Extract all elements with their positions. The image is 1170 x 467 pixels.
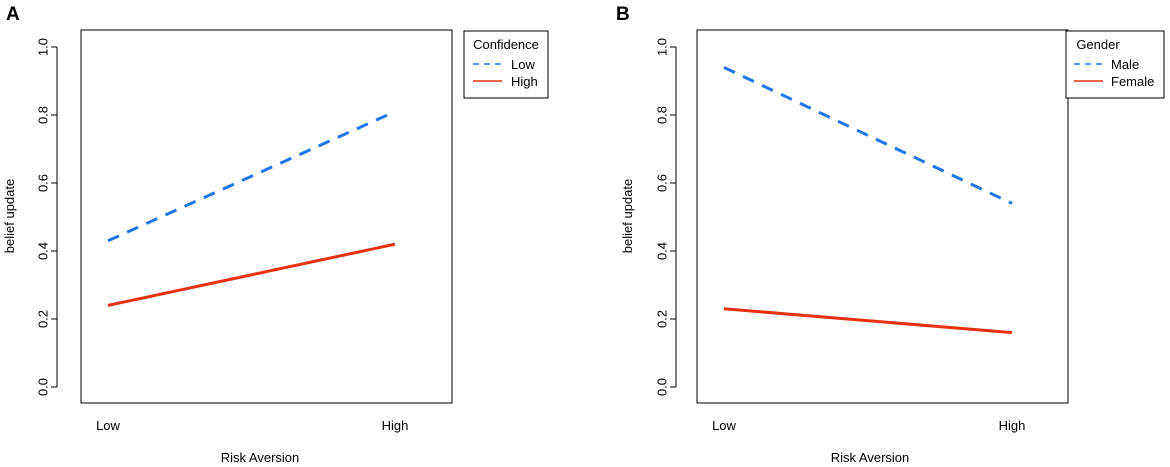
legend-box [1065, 30, 1165, 99]
x-axis: Low High [712, 418, 1025, 433]
y-tick-label: 1.0 [654, 38, 669, 56]
y-axis-title: belief update [620, 179, 635, 253]
y-axis: 0.0 0.2 0.4 0.6 0.8 1.0 [35, 38, 58, 396]
y-tick-label: 0.2 [654, 310, 669, 328]
legend-label-male: Male [1111, 57, 1139, 72]
panel-b: B 0.0 0.2 0.4 0.6 0.8 1.0 Low High Risk Aversi… [616, 4, 1165, 465]
y-tick-label: 0.4 [35, 242, 50, 260]
legend: Gender Male Female [1065, 30, 1165, 99]
y-tick-label: 0.0 [35, 378, 50, 396]
series-line-female [723, 307, 1013, 335]
plot-frame [696, 29, 1069, 404]
y-tick-label: 0.6 [654, 174, 669, 192]
x-tick-label: High [382, 418, 409, 433]
y-tick-label: 1.0 [35, 38, 50, 56]
y-tick-label: 0.2 [35, 310, 50, 328]
y-tick-label: 0.8 [654, 106, 669, 124]
series-group [107, 110, 396, 307]
legend-label-female: Female [1111, 74, 1154, 89]
panel-letter: A [6, 4, 20, 25]
y-tick-label: 0.6 [35, 174, 50, 192]
y-tick-label: 0.4 [654, 242, 669, 260]
legend-title: Confidence [473, 37, 539, 52]
x-tick-label: Low [96, 418, 120, 433]
series-line-low [107, 110, 396, 243]
x-tick-label: Low [712, 418, 736, 433]
y-axis: 0.0 0.2 0.4 0.6 0.8 1.0 [654, 38, 677, 396]
panel-a: A 0.0 0.2 0.4 0.6 0.8 1.0 Low High Risk Aversi… [2, 4, 549, 465]
y-axis-title: belief update [2, 179, 17, 253]
legend-label-high: High [511, 74, 538, 89]
y-tick-label: 0.0 [654, 378, 669, 396]
series-group [723, 66, 1013, 335]
series-line-male [723, 66, 1013, 205]
x-axis: Low High [96, 418, 408, 433]
legend-title: Gender [1076, 37, 1120, 52]
x-axis-title: Risk Aversion [831, 450, 910, 465]
y-tick-label: 0.8 [35, 106, 50, 124]
legend: Confidence Low High [463, 30, 549, 99]
x-axis-title: Risk Aversion [221, 450, 300, 465]
series-line-high [107, 242, 396, 307]
plot-frame [80, 29, 453, 404]
legend-label-low: Low [511, 57, 535, 72]
x-tick-label: High [999, 418, 1026, 433]
legend-box [463, 30, 549, 99]
panel-letter: B [616, 4, 630, 25]
